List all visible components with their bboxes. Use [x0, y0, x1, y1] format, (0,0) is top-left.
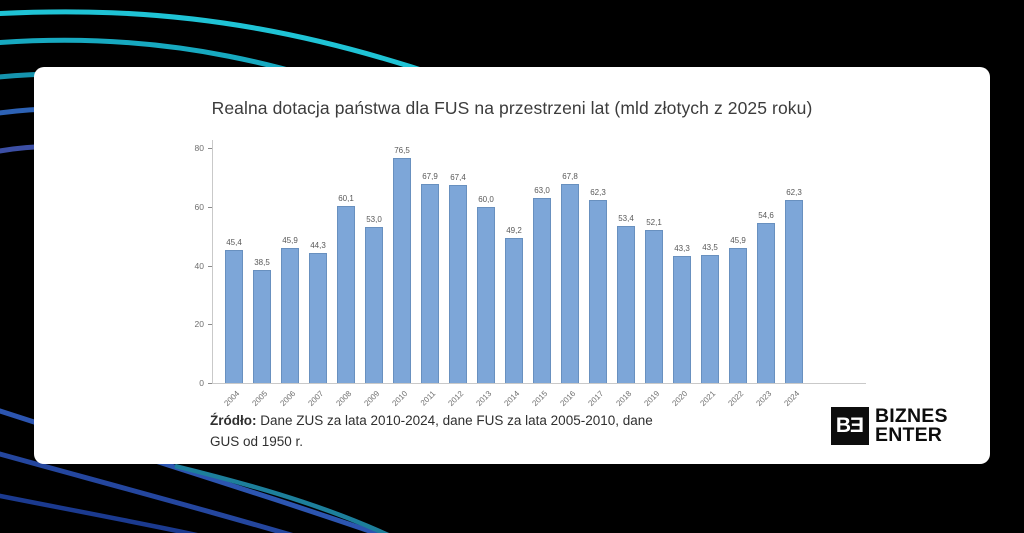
bar — [477, 206, 495, 383]
bar — [337, 206, 355, 383]
y-tick-label: 20 — [194, 319, 204, 330]
bar-value-label: 45,4 — [226, 237, 242, 247]
bar — [729, 248, 747, 383]
infographic-card: Realna dotacja państwa dla FUS na przest… — [34, 67, 990, 464]
y-tick-mark — [208, 324, 212, 326]
bar-value-label: 38,5 — [254, 257, 270, 267]
source-note: Źródło: Dane ZUS za lata 2010-2024, dane… — [210, 410, 662, 452]
bar-value-label: 62,3 — [590, 187, 606, 197]
x-tick-label: 2024 — [782, 389, 802, 408]
logo-line1: BIZNES — [875, 405, 948, 427]
y-tick-mark — [208, 148, 212, 149]
bar-value-label: 67,4 — [450, 173, 466, 182]
x-tick-label: 2022 — [726, 389, 746, 408]
logo-line2: ENTER — [875, 424, 943, 446]
source-note-label: Źródło: — [210, 413, 257, 428]
y-tick-label: 0 — [199, 378, 204, 388]
bar — [701, 255, 719, 383]
bar-value-label: 54,6 — [758, 210, 774, 220]
bar — [757, 222, 775, 383]
bar-value-label: 43,5 — [702, 243, 718, 253]
bar — [253, 269, 271, 383]
chart-title: Realna dotacja państwa dla FUS na przest… — [211, 98, 813, 118]
logo-monogram-reversed-e: E — [851, 414, 865, 437]
bar-value-label: 53,0 — [366, 215, 382, 225]
logo-monogram-b: B — [835, 414, 851, 437]
bar — [309, 252, 327, 383]
bar-value-label: 45,9 — [282, 236, 298, 246]
bar — [393, 158, 411, 383]
bar — [365, 227, 383, 383]
bar — [281, 248, 299, 383]
bar — [561, 183, 579, 383]
bar-value-label: 76,5 — [394, 146, 410, 156]
bar — [505, 238, 523, 383]
y-tick-label: 60 — [194, 201, 204, 212]
bar — [533, 197, 551, 383]
x-tick-label: 2023 — [754, 389, 774, 408]
bar-value-label: 63,0 — [534, 185, 550, 195]
bar-chart: 0 20 40 60 80 45,4 2004 38,5 2005 45,9 2006 44,3 200… — [34, 67, 990, 464]
bar — [589, 199, 607, 383]
bar — [617, 226, 635, 383]
bar-value-label: 60,0 — [478, 194, 494, 204]
source-note-text: Dane ZUS za lata 2010-2024, dane FUS za … — [210, 413, 653, 449]
y-tick-label: 80 — [194, 143, 204, 153]
bar-value-label: 49,2 — [506, 226, 522, 236]
bar-value-label: 67,9 — [422, 171, 438, 181]
biznes-enter-logo-text: BIZNES ENTER — [875, 405, 948, 446]
bar — [421, 183, 439, 383]
bar-value-label: 44,3 — [310, 240, 326, 250]
bar — [785, 199, 803, 383]
y-tick-label: 40 — [194, 260, 204, 271]
bar-value-label: 53,4 — [618, 214, 634, 224]
bar-value-label: 43,3 — [674, 243, 690, 253]
bar-value-label: 62,3 — [786, 187, 802, 197]
bar — [673, 255, 691, 383]
x-tick-label: 2020 — [670, 389, 690, 408]
bar-value-label: 52,1 — [646, 217, 662, 227]
bar — [225, 249, 243, 383]
y-tick-mark — [208, 265, 212, 267]
bar-value-label: 67,8 — [562, 171, 578, 181]
x-tick-label: 2021 — [698, 389, 718, 408]
bar-value-label: 45,9 — [730, 236, 746, 246]
y-tick-mark — [208, 383, 212, 384]
y-tick-mark — [208, 206, 212, 208]
y-axis-line — [212, 140, 213, 383]
x-axis-line — [212, 383, 866, 384]
bar-value-label: 60,1 — [338, 194, 354, 204]
bar — [449, 185, 467, 383]
bar — [645, 229, 663, 383]
